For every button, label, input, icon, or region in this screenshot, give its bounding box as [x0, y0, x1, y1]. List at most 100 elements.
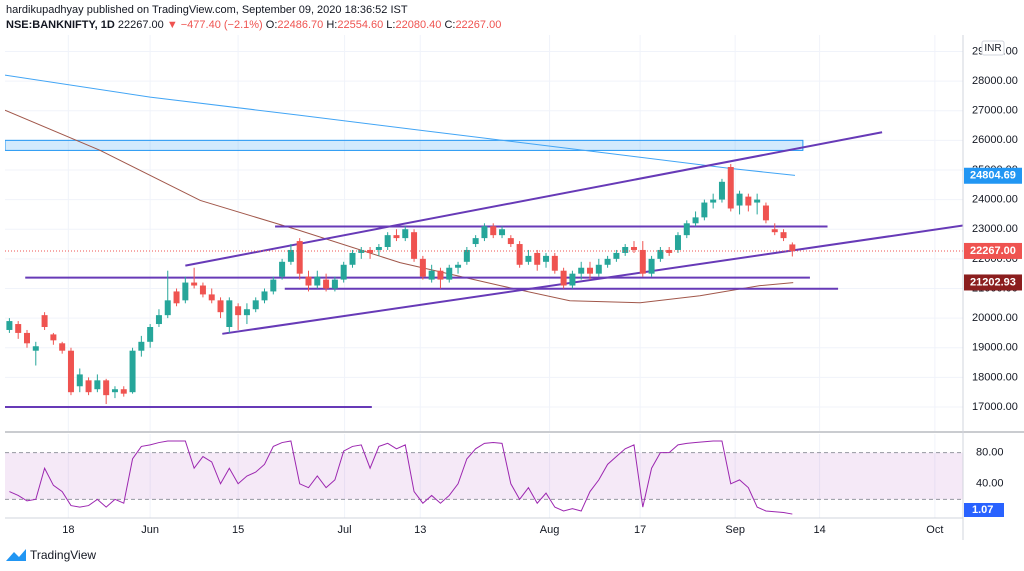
rsi-tick-label: 80.00	[976, 447, 1004, 459]
rsi-line	[9, 440, 793, 515]
candle-body	[261, 291, 268, 301]
candle-body	[76, 374, 83, 387]
candle-body	[762, 205, 769, 221]
candle-body	[648, 258, 655, 274]
candle-body	[622, 247, 629, 253]
candle-body	[481, 226, 488, 239]
candle-body	[94, 380, 101, 390]
currency-badge[interactable]	[981, 40, 1005, 56]
candle-body	[419, 258, 426, 277]
candle-body	[138, 341, 145, 351]
candle-body	[67, 350, 74, 393]
y-tick-label: 23000.00	[972, 223, 1018, 235]
candle-body	[578, 267, 585, 274]
candle-body	[490, 226, 497, 236]
rsi-band	[5, 452, 963, 500]
candle-body	[666, 249, 673, 253]
brand-logo: TradingView	[6, 548, 96, 562]
ohlc-2-label: L:	[386, 19, 396, 31]
y-tick-label: 19000.00	[972, 342, 1018, 354]
candle-body	[6, 321, 13, 330]
price-marker	[964, 167, 1022, 184]
trend-line	[185, 131, 883, 267]
y-tick-label: 28000.00	[972, 75, 1018, 87]
candle-body	[32, 346, 39, 351]
candle-body	[340, 264, 347, 280]
candle-body	[85, 380, 92, 393]
candle-body	[349, 252, 356, 265]
y-tick-label: 18000.00	[972, 371, 1018, 383]
candle-body	[402, 229, 409, 239]
candle-body	[147, 327, 154, 342]
candle-body	[630, 247, 637, 250]
y-tick-label: 24000.00	[972, 193, 1018, 205]
candle-body	[252, 300, 259, 310]
header: hardikupadhyay published on TradingView.…	[6, 3, 501, 33]
x-tick-label: Sep	[725, 524, 745, 536]
candle-body	[525, 255, 532, 262]
candle-body	[103, 380, 110, 396]
candle-body	[305, 276, 312, 286]
candle-body	[446, 267, 453, 280]
candle-body	[727, 167, 734, 209]
candle-body	[287, 249, 294, 262]
y-tick-label: 20000.00	[972, 312, 1018, 324]
candle-body	[560, 270, 567, 286]
candle-body	[120, 389, 127, 394]
candle-body	[173, 291, 180, 304]
rsi-tick-label: 40.00	[976, 478, 1004, 490]
candle-body	[534, 252, 541, 265]
x-tick-label: 17	[634, 524, 646, 536]
ohlc-0-label: O:	[265, 19, 278, 31]
candle-body	[736, 193, 743, 206]
brand-name: TradingView	[30, 548, 96, 562]
ohlc-1-label: H:	[326, 19, 338, 31]
candle-body	[235, 306, 242, 316]
candle-body	[331, 279, 338, 289]
candle-body	[182, 282, 189, 301]
candle-body	[23, 332, 30, 344]
ohlc-2-value: 22080.40	[395, 19, 442, 31]
candle-body	[710, 199, 717, 203]
rsi-marker-label: 1.07	[972, 504, 993, 516]
price-marker	[964, 274, 1022, 291]
candle-body	[780, 232, 787, 239]
candle-body	[384, 235, 391, 247]
ohlc-3-value: 22267.00	[455, 19, 502, 31]
last-price: 22267.00	[117, 19, 164, 31]
y-tick-label: 17000.00	[972, 401, 1018, 413]
candle-body	[155, 315, 162, 325]
candle-body	[191, 282, 198, 286]
publisher-line: hardikupadhyay published on TradingView.…	[6, 4, 408, 16]
candle-body	[463, 249, 470, 262]
y-tick-label: 26000.00	[972, 134, 1018, 146]
candle-body	[639, 249, 646, 274]
candle-body	[718, 181, 725, 200]
ohlc-0-value: 22486.70	[277, 19, 324, 31]
candle-body	[437, 270, 444, 280]
candle-body	[199, 285, 206, 295]
candle-body	[657, 249, 664, 259]
x-tick-label: 13	[414, 524, 426, 536]
x-tick-label: Jul	[338, 524, 352, 536]
price-marker	[964, 242, 1022, 259]
x-tick-label: 14	[813, 524, 825, 536]
candle-body	[50, 334, 57, 341]
candle-body	[771, 229, 778, 233]
candle-body	[569, 273, 576, 286]
candle-body	[692, 217, 699, 224]
candle-body	[543, 255, 550, 262]
x-tick-label: 15	[232, 524, 244, 536]
candle-body	[455, 264, 462, 268]
candle-body	[129, 350, 136, 393]
candle-body	[164, 300, 171, 316]
trend-line	[222, 224, 963, 335]
ohlc-3-label: C:	[444, 19, 456, 31]
ohlc-1-value: 22554.60	[337, 19, 384, 31]
price-marker-label: 24804.69	[970, 170, 1016, 182]
candle-body	[683, 223, 690, 236]
candle-body	[428, 270, 435, 280]
candle-body	[270, 279, 277, 292]
candle-body	[226, 300, 233, 327]
price-zone	[5, 139, 804, 151]
